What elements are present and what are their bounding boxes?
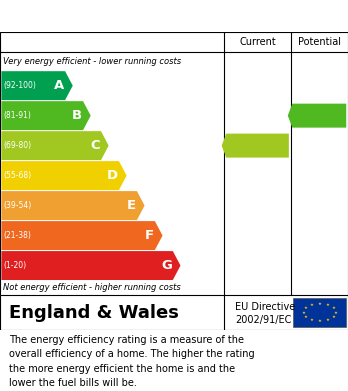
- Text: ★: ★: [310, 303, 314, 307]
- Text: ★: ★: [326, 303, 330, 307]
- Text: Energy Efficiency Rating: Energy Efficiency Rating: [9, 9, 229, 24]
- Text: (39-54): (39-54): [3, 201, 32, 210]
- Text: England & Wales: England & Wales: [9, 303, 179, 321]
- Text: The energy efficiency rating is a measure of the
overall efficiency of a home. T: The energy efficiency rating is a measur…: [9, 335, 254, 388]
- Text: (69-80): (69-80): [3, 141, 32, 150]
- Polygon shape: [1, 161, 127, 190]
- Text: (55-68): (55-68): [3, 171, 32, 180]
- Text: ★: ★: [304, 315, 308, 319]
- Text: F: F: [145, 229, 154, 242]
- Text: G: G: [161, 259, 172, 272]
- Text: 73: 73: [247, 139, 267, 152]
- Text: E: E: [127, 199, 136, 212]
- Text: 84: 84: [309, 109, 329, 123]
- Polygon shape: [1, 71, 73, 100]
- Text: (21-38): (21-38): [3, 231, 31, 240]
- Text: C: C: [90, 139, 100, 152]
- Text: Very energy efficient - lower running costs: Very energy efficient - lower running co…: [3, 57, 182, 66]
- Text: Potential: Potential: [298, 37, 341, 47]
- Text: B: B: [72, 109, 82, 122]
- Text: 2002/91/EC: 2002/91/EC: [235, 314, 291, 325]
- Text: ★: ★: [304, 306, 308, 310]
- Bar: [293, 298, 346, 327]
- Text: ★: ★: [318, 302, 322, 306]
- Text: Current: Current: [239, 37, 276, 47]
- Text: ★: ★: [310, 318, 314, 322]
- Text: D: D: [107, 169, 118, 182]
- Text: (81-91): (81-91): [3, 111, 31, 120]
- Text: Not energy efficient - higher running costs: Not energy efficient - higher running co…: [3, 283, 181, 292]
- Text: A: A: [54, 79, 64, 92]
- Polygon shape: [288, 104, 346, 127]
- Text: ★: ★: [332, 306, 335, 310]
- Polygon shape: [1, 251, 181, 280]
- Polygon shape: [1, 191, 144, 220]
- Polygon shape: [222, 134, 289, 158]
- Text: ★: ★: [334, 310, 338, 314]
- Text: (92-100): (92-100): [3, 81, 36, 90]
- Text: EU Directive: EU Directive: [235, 302, 295, 312]
- Polygon shape: [1, 101, 91, 130]
- Text: ★: ★: [326, 318, 330, 322]
- Polygon shape: [1, 221, 163, 250]
- Text: (1-20): (1-20): [3, 261, 26, 270]
- Text: ★: ★: [302, 310, 306, 314]
- Text: ★: ★: [318, 319, 322, 323]
- Text: ★: ★: [332, 315, 335, 319]
- Polygon shape: [1, 131, 109, 160]
